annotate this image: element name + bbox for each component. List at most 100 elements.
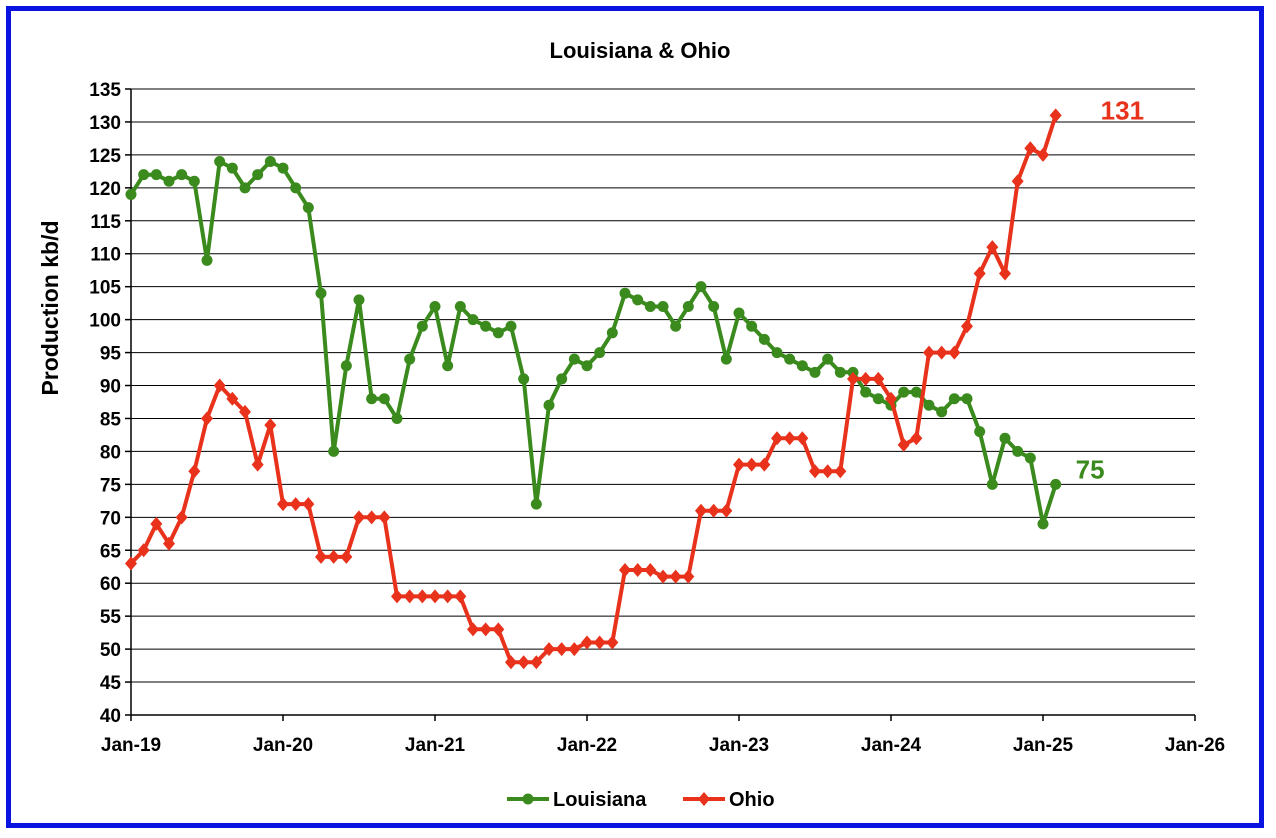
ohio-point <box>657 569 669 584</box>
ohio-point <box>973 266 986 281</box>
x-axis-ticks: Jan-19 Jan-20 Jan-21 Jan-22 Jan-23 Jan-24 Jan-… <box>101 715 1225 756</box>
y-tick-label: 125 <box>89 146 121 167</box>
ohio-point <box>771 431 783 446</box>
louisiana-point <box>834 366 846 378</box>
louisiana-point <box>239 182 251 194</box>
ohio-point <box>783 431 796 446</box>
ohio-point <box>239 404 251 419</box>
ohio-point <box>277 497 289 512</box>
louisiana-point <box>1037 518 1049 530</box>
ohio-end-label: 131 <box>1101 95 1144 125</box>
ohio-point <box>745 457 758 472</box>
louisiana-point <box>581 360 593 372</box>
y-tick-label: 45 <box>100 673 122 694</box>
y-tick-label: 95 <box>100 344 122 365</box>
x-tick-label: Jan-20 <box>253 735 313 756</box>
louisiana-point <box>860 386 872 398</box>
gridlines <box>131 88 1195 683</box>
louisiana-point <box>429 300 441 312</box>
louisiana-point <box>492 327 504 339</box>
louisiana-point <box>252 169 264 181</box>
ohio-point <box>847 371 859 386</box>
ohio-point <box>631 563 644 578</box>
louisiana-point <box>974 426 986 438</box>
series-layer <box>125 108 1062 670</box>
legend-label: Louisiana <box>553 789 647 811</box>
ohio-point <box>517 655 530 670</box>
ohio-point <box>264 418 277 433</box>
louisiana-point <box>822 353 834 365</box>
ohio-point <box>910 431 923 446</box>
louisiana-point <box>1050 478 1062 490</box>
louisiana-point <box>910 386 922 398</box>
ohio-point <box>834 464 847 479</box>
louisiana-point <box>556 373 568 385</box>
louisiana-point <box>746 320 758 332</box>
y-tick-label: 80 <box>100 442 121 463</box>
series-ohio <box>125 108 1062 670</box>
louisiana-point <box>543 399 555 411</box>
y-tick-label: 65 <box>100 541 122 562</box>
x-tick-label: Jan-23 <box>709 735 769 756</box>
ohio-point <box>935 345 948 360</box>
ohio-point <box>441 589 454 604</box>
ohio-point <box>391 589 403 604</box>
ohio-point <box>365 510 378 525</box>
ohio-point <box>1024 141 1037 156</box>
x-tick-label: Jan-22 <box>557 735 617 756</box>
louisiana-line <box>129 159 1058 526</box>
louisiana-point <box>226 162 238 174</box>
louisiana-point <box>632 294 644 306</box>
louisiana-point <box>936 406 948 418</box>
ohio-point <box>809 464 821 479</box>
ohio-point <box>201 411 213 426</box>
ohio-point <box>429 589 441 604</box>
louisiana-point <box>442 360 454 372</box>
series-louisiana <box>125 155 1062 530</box>
louisiana-point <box>809 366 821 378</box>
louisiana-point <box>986 478 998 490</box>
louisiana-point <box>708 300 720 312</box>
y-tick-label: 55 <box>100 607 122 628</box>
ohio-point <box>999 266 1011 281</box>
louisiana-point <box>644 300 656 312</box>
ohio-point <box>213 378 226 393</box>
x-tick-label: Jan-21 <box>405 735 466 756</box>
ohio-point <box>682 569 695 584</box>
y-tick-label: 135 <box>89 80 121 101</box>
ohio-point <box>669 569 682 584</box>
louisiana-point <box>416 320 428 332</box>
louisiana-point <box>1024 452 1036 464</box>
louisiana-point <box>619 287 631 299</box>
ohio-point <box>859 371 872 386</box>
ohio-point <box>188 464 201 479</box>
louisiana-point <box>467 314 479 326</box>
ohio-point <box>606 635 619 650</box>
y-tick-label: 40 <box>100 706 121 727</box>
ohio-point <box>644 563 657 578</box>
louisiana-point <box>138 169 150 181</box>
x-tick-label: Jan-19 <box>101 735 161 756</box>
louisiana-point <box>302 202 314 214</box>
ohio-point <box>923 345 935 360</box>
ohio-point <box>416 589 429 604</box>
ohio-point <box>758 457 771 472</box>
legend-label: Ohio <box>729 789 775 811</box>
y-tick-label: 90 <box>100 377 121 398</box>
ohio-point <box>340 549 353 564</box>
louisiana-point <box>214 155 226 167</box>
louisiana-point <box>176 169 188 181</box>
louisiana-point <box>518 373 530 385</box>
x-tick-label: Jan-26 <box>1165 735 1225 756</box>
louisiana-point <box>771 347 783 359</box>
ohio-point <box>897 437 910 452</box>
louisiana-point <box>898 386 910 398</box>
ohio-point <box>821 464 834 479</box>
y-tick-label: 85 <box>100 409 122 430</box>
ohio-point <box>137 543 150 558</box>
ohio-point <box>251 457 264 472</box>
louisiana-point <box>454 300 466 312</box>
y-tick-label: 120 <box>89 179 121 200</box>
ohio-point <box>175 510 188 525</box>
x-tick-label: Jan-24 <box>861 735 922 756</box>
